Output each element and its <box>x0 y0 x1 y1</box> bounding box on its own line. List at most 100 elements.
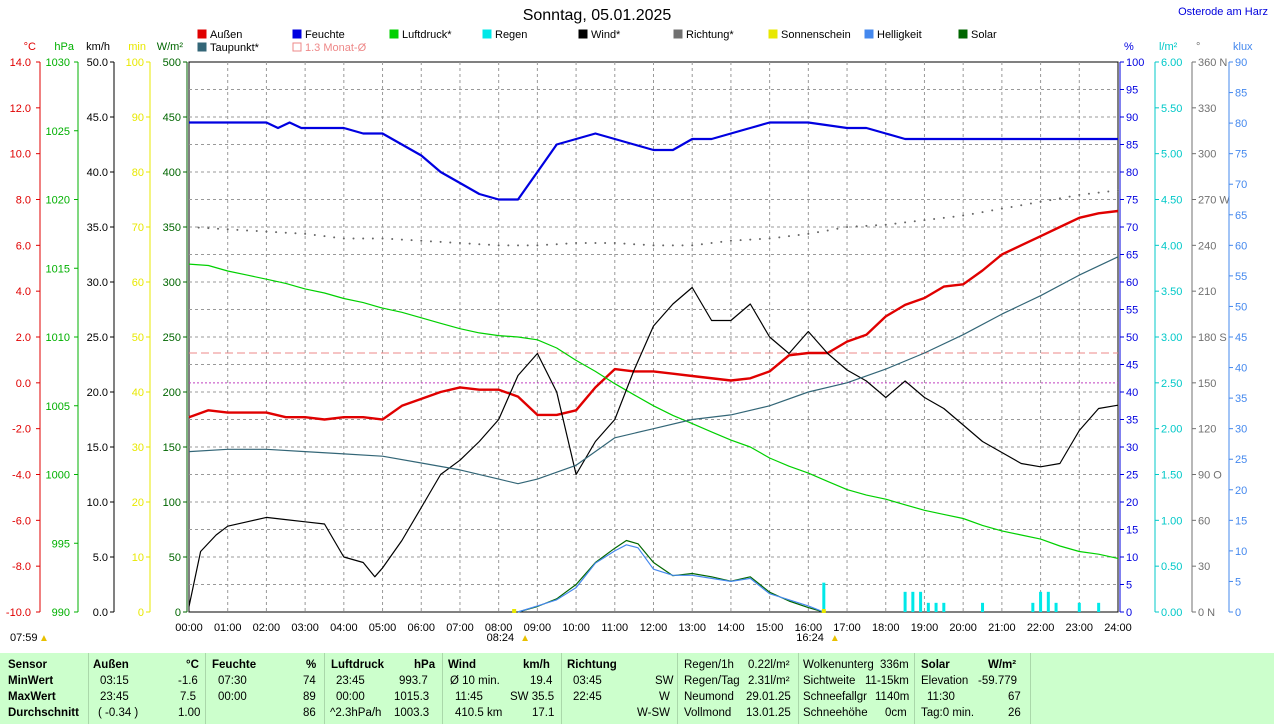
luftdruck-min-time: 23:45 <box>336 675 365 687</box>
dotted-ref-point <box>778 236 781 239</box>
humidity-tick-label: 15 <box>1126 525 1138 537</box>
legend-label: Richtung* <box>686 29 734 41</box>
sunset-marker <box>821 609 826 613</box>
dotted-ref-point <box>487 243 490 246</box>
direction-tick-label: 0 N <box>1198 607 1215 619</box>
temp-tick-label: -2.0 <box>12 424 31 436</box>
dotted-ref-point <box>1039 200 1042 203</box>
sunmin-tick-label: 50 <box>132 332 144 344</box>
minwert-label: MinWert <box>8 675 54 687</box>
lux-tick-label: 75 <box>1235 149 1247 161</box>
legend-swatch <box>197 42 207 52</box>
direction-tick-label: 180 S <box>1198 332 1227 344</box>
dotted-ref-point <box>865 224 868 227</box>
humidity-tick-label: 95 <box>1126 85 1138 97</box>
wind-tick-label: 10.0 <box>87 497 108 509</box>
direction-tick-label: 60 <box>1198 515 1210 527</box>
feuchte-min-value: 74 <box>303 675 316 687</box>
solar-axis-unit: W/m² <box>157 41 184 53</box>
luftdruck-header: Luftdruck <box>331 659 385 671</box>
dotted-ref-point <box>913 220 916 223</box>
rain-tick-label: 6.00 <box>1161 57 1182 69</box>
x-tick-label: 20:00 <box>949 622 977 634</box>
humidity-tick-label: 55 <box>1126 305 1138 317</box>
direction-tick-label: 360 N <box>1198 57 1227 69</box>
dotted-ref-point <box>323 235 326 238</box>
wind-tick-label: 5.0 <box>93 552 108 564</box>
dotted-ref-point <box>565 242 568 245</box>
rain-tick-label: 1.50 <box>1161 470 1182 482</box>
sunmin-tick-label: 0 <box>138 607 144 619</box>
dotted-ref-point <box>265 230 268 233</box>
solar-unit: W/m² <box>988 659 1017 671</box>
legend-swatch <box>482 29 492 39</box>
rain-bar <box>926 602 930 612</box>
dotted-ref-point <box>846 226 849 228</box>
temp-tick-label: -10.0 <box>6 607 31 619</box>
rain-bar <box>1031 602 1035 612</box>
lux-tick-label: 85 <box>1235 88 1247 100</box>
solar-tick-label: 0 <box>175 607 181 619</box>
rain-tick-label: 5.00 <box>1161 149 1182 161</box>
luftdruck-min-value: 993.7 <box>399 675 428 687</box>
solar-tick-label: 100 <box>163 497 181 509</box>
temp-tick-label: 8.0 <box>16 195 31 207</box>
aussen-avg-note: ( -0.34 ) <box>98 707 139 719</box>
solar-tick-label: 250 <box>163 332 181 344</box>
direction-tick-label: 120 <box>1198 424 1216 436</box>
dotted-ref-point <box>517 244 520 247</box>
humidity-tick-label: 100 <box>1126 57 1144 69</box>
dotted-ref-point <box>546 243 549 246</box>
dotted-ref-point <box>884 223 887 226</box>
x-tick-label: 07:00 <box>446 622 474 634</box>
dotted-ref-point <box>1029 202 1032 205</box>
pressure-tick-label: 1015 <box>46 263 70 275</box>
direction-tick-label: 90 O <box>1198 470 1222 482</box>
dotted-ref-point <box>691 244 694 247</box>
solar-tick-label: 150 <box>163 442 181 454</box>
series-line-helligkeit <box>517 544 825 613</box>
dotted-ref-point <box>342 237 345 240</box>
legend-label: Außen <box>210 29 242 41</box>
rain-bar <box>903 591 907 612</box>
direction-tick-label: 30 <box>1198 561 1210 573</box>
sunmin-tick-label: 100 <box>126 57 144 69</box>
lux-tick-label: 80 <box>1235 118 1247 130</box>
luftdruck-max-value: 1015.3 <box>394 691 430 703</box>
wind-max-time: 11:45 <box>455 691 483 703</box>
dotted-ref-point <box>1087 192 1090 195</box>
temp-tick-label: 0.0 <box>16 378 31 390</box>
sunrise-sun-icon: ▲ <box>520 633 530 644</box>
lux-tick-label: 90 <box>1235 57 1247 69</box>
temp-tick-label: 4.0 <box>16 286 31 298</box>
dotted-ref-point <box>536 244 539 247</box>
humidity-tick-label: 65 <box>1126 250 1138 262</box>
pressure-tick-label: 1030 <box>46 57 70 69</box>
dotted-ref-point <box>700 243 703 246</box>
corner-time-label: 07:59 <box>10 632 38 644</box>
rain-bar <box>919 591 923 612</box>
humidity-tick-label: 40 <box>1126 387 1138 399</box>
humidity-tick-label: 50 <box>1126 332 1138 344</box>
x-tick-label: 18:00 <box>872 622 900 634</box>
rain-tick-label: 4.00 <box>1161 240 1182 252</box>
location-label: Osterode am Harz <box>1178 6 1268 18</box>
lux-tick-label: 60 <box>1235 240 1247 252</box>
dotted-ref-point <box>429 240 432 243</box>
lux-tick-label: 40 <box>1235 363 1247 375</box>
dotted-ref-point <box>188 226 190 228</box>
dotted-ref-point <box>284 231 287 234</box>
x-tick-label: 10:00 <box>562 622 590 634</box>
temp-tick-label: 6.0 <box>16 240 31 252</box>
dotted-ref-point <box>710 242 713 245</box>
dotted-ref-point <box>246 229 249 232</box>
humidity-tick-label: 5 <box>1126 580 1132 592</box>
feuchte-min-time: 07:30 <box>218 675 247 687</box>
dotted-ref-point <box>933 217 936 220</box>
dotted-ref-point <box>787 235 790 238</box>
dotted-ref-point <box>1107 190 1110 193</box>
regentag-label: Regen/Tag <box>684 675 740 687</box>
schneefallgr-value: 1140m <box>875 691 910 703</box>
rain-bar <box>1097 602 1101 612</box>
rain-tick-label: 2.50 <box>1161 378 1182 390</box>
